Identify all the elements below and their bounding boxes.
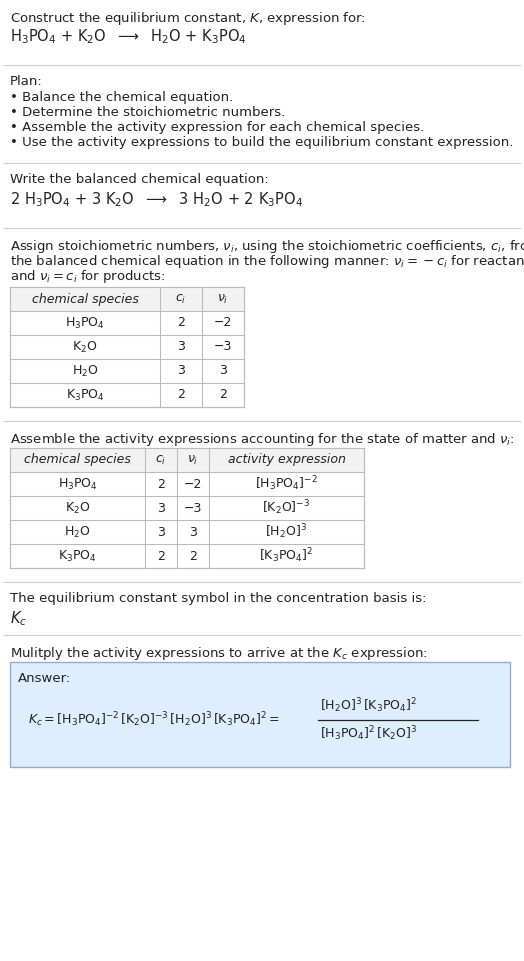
Text: 3: 3	[157, 526, 165, 538]
Text: $\mathrm{[H_2O]^{3}\,[K_3PO_4]^{2}}$: $\mathrm{[H_2O]^{3}\,[K_3PO_4]^{2}}$	[320, 697, 417, 715]
Text: • Use the activity expressions to build the equilibrium constant expression.: • Use the activity expressions to build …	[10, 136, 514, 149]
Text: Assemble the activity expressions accounting for the state of matter and $\nu_i$: Assemble the activity expressions accoun…	[10, 431, 515, 448]
Bar	[10, 662, 510, 767]
Text: 3: 3	[219, 364, 227, 378]
Text: Write the balanced chemical equation:: Write the balanced chemical equation:	[10, 173, 269, 186]
Text: 3: 3	[157, 502, 165, 514]
Text: 3: 3	[189, 526, 197, 538]
Text: Answer:: Answer:	[18, 672, 71, 685]
Bar	[10, 448, 364, 568]
Text: $\mathrm{[H_2O]^{3}}$: $\mathrm{[H_2O]^{3}}$	[266, 523, 308, 541]
Text: $c_i$: $c_i$	[156, 454, 167, 466]
Text: 3: 3	[177, 364, 185, 378]
Text: $\mathrm{[H_3PO_4]^{-2}}$: $\mathrm{[H_3PO_4]^{-2}}$	[255, 475, 318, 493]
Text: $\mathrm{K_2O}$: $\mathrm{K_2O}$	[72, 339, 97, 355]
Text: 2: 2	[157, 550, 165, 562]
Text: $\mathrm{2\ H_3PO_4}$ $+$ $\mathrm{3\ K_2O}$  $\longrightarrow$  $\mathrm{3\ H_2: $\mathrm{2\ H_3PO_4}$ $+$ $\mathrm{3\ K_…	[10, 190, 303, 209]
Text: −2: −2	[214, 316, 232, 330]
Text: $\nu_i$: $\nu_i$	[187, 454, 199, 466]
Text: $\mathrm{H_3PO_4}$: $\mathrm{H_3PO_4}$	[58, 477, 97, 491]
Text: −2: −2	[184, 478, 202, 490]
Text: $\nu_i$: $\nu_i$	[217, 292, 228, 306]
Text: 2: 2	[189, 550, 197, 562]
Text: the balanced chemical equation in the following manner: $\nu_i = -c_i$ for react: the balanced chemical equation in the fo…	[10, 253, 524, 270]
Text: 2: 2	[219, 388, 227, 402]
Text: 2: 2	[177, 316, 185, 330]
Text: −3: −3	[214, 340, 232, 354]
Text: $\mathrm{H_2O}$: $\mathrm{H_2O}$	[72, 363, 99, 379]
Text: $\mathrm{K_3PO_4}$: $\mathrm{K_3PO_4}$	[66, 387, 104, 403]
Text: and $\nu_i = c_i$ for products:: and $\nu_i = c_i$ for products:	[10, 268, 166, 285]
Text: $c_i$: $c_i$	[176, 292, 187, 306]
Bar	[10, 287, 244, 407]
Text: Mulitply the activity expressions to arrive at the $K_c$ expression:: Mulitply the activity expressions to arr…	[10, 645, 428, 662]
Text: • Balance the chemical equation.: • Balance the chemical equation.	[10, 91, 233, 104]
Text: 2: 2	[177, 388, 185, 402]
Text: $\mathrm{H_3PO_4}$ $+$ $\mathrm{K_2O}$  $\longrightarrow$  $\mathrm{H_2O}$ $+$ $: $\mathrm{H_3PO_4}$ $+$ $\mathrm{K_2O}$ $…	[10, 27, 247, 46]
Text: 2: 2	[157, 478, 165, 490]
Text: $\mathrm{[K_2O]^{-3}}$: $\mathrm{[K_2O]^{-3}}$	[263, 499, 311, 517]
Text: Construct the equilibrium constant, $K$, expression for:: Construct the equilibrium constant, $K$,…	[10, 10, 366, 27]
Text: −3: −3	[184, 502, 202, 514]
Text: chemical species: chemical species	[24, 454, 131, 466]
Text: chemical species: chemical species	[31, 292, 138, 306]
Text: 3: 3	[177, 340, 185, 354]
Text: Plan:: Plan:	[10, 75, 43, 88]
Text: $\mathrm{H_3PO_4}$: $\mathrm{H_3PO_4}$	[65, 315, 105, 331]
Text: $\mathrm{K_3PO_4}$: $\mathrm{K_3PO_4}$	[58, 549, 97, 563]
Text: $\mathrm{[H_3PO_4]^{2}\,[K_2O]^{3}}$: $\mathrm{[H_3PO_4]^{2}\,[K_2O]^{3}}$	[320, 725, 418, 744]
Text: $\mathrm{H_2O}$: $\mathrm{H_2O}$	[64, 525, 91, 539]
Text: $\mathrm{K_2O}$: $\mathrm{K_2O}$	[65, 501, 90, 515]
Text: • Assemble the activity expression for each chemical species.: • Assemble the activity expression for e…	[10, 121, 424, 134]
Text: activity expression: activity expression	[227, 454, 345, 466]
Bar	[10, 287, 244, 311]
Text: $K_c$: $K_c$	[10, 609, 27, 628]
Text: $\mathrm{[K_3PO_4]^{2}}$: $\mathrm{[K_3PO_4]^{2}}$	[259, 547, 313, 565]
Text: • Determine the stoichiometric numbers.: • Determine the stoichiometric numbers.	[10, 106, 285, 119]
Text: $K_c = \mathrm{[H_3PO_4]^{-2}\,[K_2O]^{-3}\,[H_2O]^{3}\,[K_3PO_4]^{2}}$$ = $: $K_c = \mathrm{[H_3PO_4]^{-2}\,[K_2O]^{-…	[28, 710, 280, 729]
Text: The equilibrium constant symbol in the concentration basis is:: The equilibrium constant symbol in the c…	[10, 592, 427, 605]
Bar	[10, 448, 364, 472]
Text: Assign stoichiometric numbers, $\nu_i$, using the stoichiometric coefficients, $: Assign stoichiometric numbers, $\nu_i$, …	[10, 238, 524, 255]
